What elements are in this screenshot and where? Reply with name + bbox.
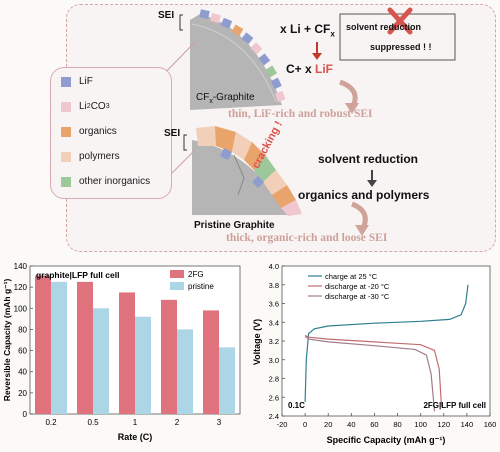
line-ytick-label: 2.6	[269, 393, 279, 402]
cfx-graphite-particle	[190, 9, 286, 110]
thin-sei-layer	[199, 9, 286, 103]
reaction-product: C+ x LiF	[286, 62, 334, 76]
thick-sei-layer	[196, 126, 302, 216]
swatch-other-inorganics	[61, 176, 71, 187]
bar-xtick-label: 3	[217, 418, 222, 427]
bar-2FG-0.2	[35, 275, 51, 414]
thin-sei-caption: thin, LiF-rich and robust SEI	[228, 108, 373, 120]
line-xtick-label: 40	[347, 420, 355, 429]
bar-2FG-0.5	[77, 281, 93, 414]
line-annotation-left: 0.1C	[288, 401, 305, 410]
pristine-graphite-label: Pristine Graphite	[194, 220, 275, 231]
bar-xtick-label: 2	[175, 418, 180, 427]
bar-ytick-label: 120	[14, 283, 28, 292]
bar-xlabel: Rate (C)	[118, 432, 153, 442]
line-ytick-label: 3.6	[269, 300, 279, 309]
swatch-organics	[61, 126, 71, 137]
line-xlabel: Specific Capacity (mAh g⁻¹)	[327, 435, 446, 445]
line-legend-label-1: discharge at -20 °C	[325, 282, 390, 291]
line-series-0	[304, 284, 469, 402]
bar-ytick-label: 80	[18, 325, 27, 334]
line-ytick-label: 3.2	[269, 337, 279, 346]
solvent-reduction-label: solvent reduction	[318, 152, 419, 166]
bar-ytick-label: 140	[14, 262, 28, 271]
bar-pristine-1	[135, 316, 151, 414]
legend-item-polymers: polymers	[61, 151, 120, 162]
sei-label-upper: SEI	[158, 10, 175, 21]
line-ytick-label: 3.8	[269, 281, 279, 290]
line-xtick-label: 140	[461, 420, 474, 429]
line-ytick-label: 3.4	[269, 318, 279, 327]
bar-ylabel: Reversible Capacity (mAh g⁻¹)	[2, 279, 12, 402]
bar-ytick-label: 40	[18, 368, 27, 377]
line-xtick-label: 120	[438, 420, 451, 429]
line-legend-label-0: charge at 25 °C	[325, 272, 378, 281]
line-ylabel: Voltage (V)	[252, 319, 262, 365]
crack-line	[233, 154, 245, 196]
legend-item-li2co3: Li 2 CO 3	[61, 101, 110, 112]
legend-box: LiF Li 2 CO 3 organics polymers other inorg…	[50, 67, 172, 199]
cross-icon	[387, 7, 413, 35]
legend-item-lif: LiF	[61, 76, 93, 87]
line-ytick-label: 3.0	[269, 356, 279, 365]
line-xtick-label: 20	[324, 420, 332, 429]
legend-item-other-inorganics: other inorganics	[61, 176, 150, 187]
reaction-equation: x Li + CFx	[280, 22, 335, 39]
bar-ytick-label: 0	[23, 410, 28, 419]
bar-pristine-0.5	[93, 308, 109, 414]
mechanism-diagram	[157, 7, 456, 236]
bar-ytick-label: 60	[18, 347, 27, 356]
bar-xtick-label: 0.5	[87, 418, 99, 427]
suppressed-line1: solvent reduction	[346, 22, 422, 32]
organics-polymers-label: organics and polymers	[298, 188, 430, 202]
bar-xtick-label: 0.2	[45, 418, 57, 427]
swatch-li2co3	[61, 101, 71, 112]
line-xtick-label: -20	[277, 420, 288, 429]
bar-chart: 0 20 40 60 80 100 120 140 0.2 0.5 1 2 3 graphite|LF…	[2, 262, 241, 442]
line-ytick-label: 2.8	[269, 375, 279, 384]
legend-item-organics: organics	[61, 126, 117, 137]
bar-xtick-label: 1	[133, 418, 138, 427]
cfx-graphite-label: CFx-Graphite	[196, 92, 255, 105]
line-series-1	[304, 334, 443, 407]
line-annotation-right: 2FG|LFP full cell	[423, 401, 486, 410]
suppressed-line2: suppressed ! !	[370, 42, 432, 52]
bar-legend-swatch-2fg	[170, 270, 184, 278]
swatch-lif	[61, 76, 71, 87]
line-xtick-label: 100	[414, 420, 427, 429]
line-ytick-label: 2.4	[269, 412, 279, 421]
bar-ytick-label: 100	[14, 304, 28, 313]
line-ytick-label: 4.0	[269, 262, 279, 271]
sei-label-lower: SEI	[164, 128, 181, 139]
line-chart: 2.4 2.6 2.8 3.0 3.2 3.4 3.6 3.8 4.0 -20 0 20 40 60 80…	[252, 262, 497, 445]
line-xtick-label: 0	[303, 420, 307, 429]
bar-2FG-3	[203, 310, 219, 414]
bar-legend-2fg: 2FG	[188, 270, 204, 279]
line-legend-label-2: discharge at -30 °C	[325, 292, 390, 301]
bar-pristine-2	[177, 329, 193, 414]
line-xtick-label: 160	[484, 420, 497, 429]
line-xtick-label: 80	[393, 420, 401, 429]
bar-annotation: graphite|LFP full cell	[36, 270, 119, 280]
bar-pristine-3	[219, 347, 235, 414]
thick-sei-caption: thick, organic-rich and loose SEI	[226, 232, 388, 244]
bar-2FG-2	[161, 299, 177, 414]
bar-pristine-0.2	[51, 281, 67, 414]
line-xtick-label: 60	[370, 420, 378, 429]
bar-ytick-label: 20	[18, 389, 27, 398]
swatch-polymers	[61, 151, 71, 162]
pristine-graphite-particle	[192, 126, 302, 216]
bar-legend-pristine: pristine	[188, 282, 214, 291]
bar-legend-swatch-pristine	[170, 282, 184, 290]
bar-2FG-1	[119, 292, 135, 414]
line-series-2	[304, 335, 436, 412]
line-plot-area	[281, 265, 491, 417]
